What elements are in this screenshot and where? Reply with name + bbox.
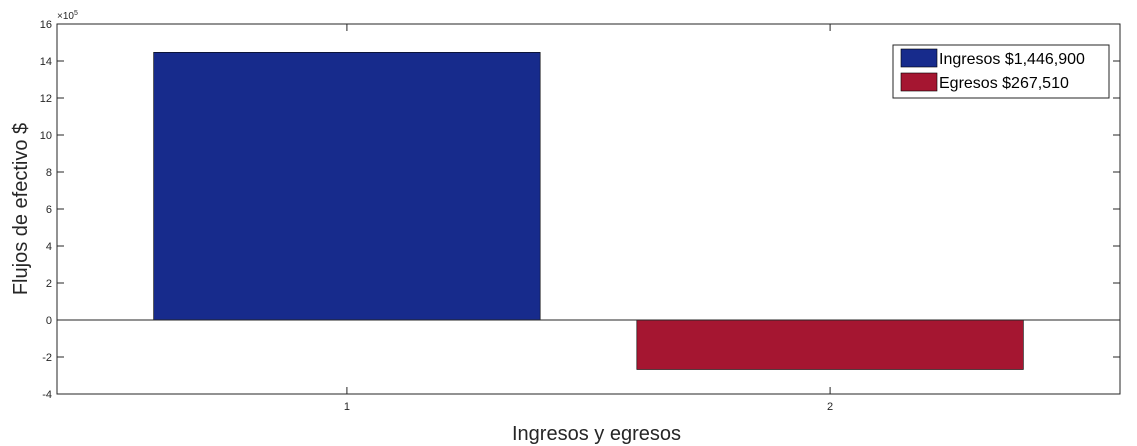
y-tick-label: 10 [40,130,52,142]
y-axis-title: Flujos de efectivo $ [10,123,32,295]
y-tick-label: 16 [40,19,52,31]
y-exponent-label: ×105 [57,10,78,22]
x-tick-label: 1 [344,401,350,413]
y-tick-label: 14 [40,56,52,68]
legend-label: Ingresos $1,446,900 [939,51,1085,68]
y-tick-label: 4 [46,241,52,253]
y-tick-label: 2 [46,278,52,290]
y-axis: -4 -2 0 2 4 6 8 10 12 14 16 [40,19,1120,401]
y-tick-label: 0 [46,315,52,327]
y-tick-label: 12 [40,93,52,105]
x-axis-title: Ingresos y egresos [512,423,681,445]
y-tick-label: -4 [42,389,52,401]
y-tick-label: -2 [42,352,52,364]
legend-label: Egresos $267,510 [939,75,1069,92]
y-tick-label: 8 [46,167,52,179]
legend-swatch [900,72,938,92]
legend: Ingresos $1,446,900 Egresos $267,510 [892,44,1110,99]
bar-2 [636,319,1024,370]
x-tick-label: 2 [827,401,833,413]
bar-1 [153,52,541,321]
y-tick-label: 6 [46,204,52,216]
plot-area [56,23,1121,395]
legend-swatch [900,48,938,68]
